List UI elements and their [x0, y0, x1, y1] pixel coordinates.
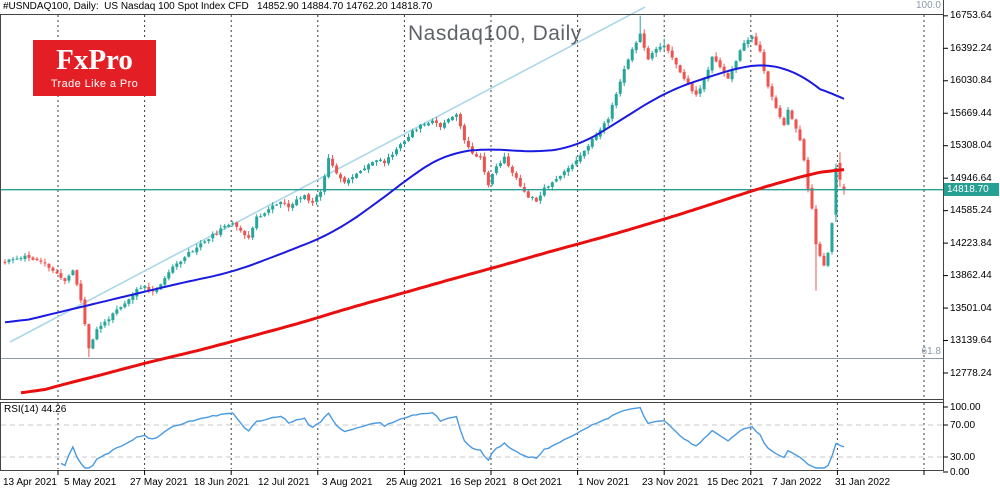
price-axis-label: 14223.84: [950, 237, 992, 249]
chart-watermark-title: Nasdaq100, Daily: [408, 22, 582, 45]
time-axis-label: 12 Jul 2021: [258, 477, 310, 488]
ma-fast-line: [4, 64, 845, 324]
ma-slow-line: [20, 168, 845, 395]
fxpro-logo-title: FxPro: [56, 44, 133, 76]
time-axis-label: 13 Apr 2021: [3, 477, 57, 488]
time-axis-label: 3 Aug 2021: [322, 477, 373, 488]
price-axis-label: 16392.24: [950, 42, 992, 54]
rsi-line: [60, 406, 845, 469]
time-axis-label: 5 May 2021: [64, 477, 117, 488]
rsi-axis-label: 100.00: [950, 401, 981, 413]
price-axis-label: 13501.04: [950, 302, 992, 314]
fxpro-logo: FxPro Trade Like a Pro: [33, 40, 156, 96]
time-axis-label: 18 Jun 2021: [194, 477, 250, 488]
time-axis-label: 25 Aug 2021: [386, 477, 443, 488]
symbol-quote-header: #USNDAQ100, Daily: US Nasdaq 100 Spot In…: [3, 1, 433, 12]
price-axis-label: 15669.44: [950, 107, 992, 119]
price-axis-label: 14946.64: [950, 172, 992, 184]
time-axis-label: 7 Jan 2022: [772, 477, 822, 488]
rsi-indicator-label: RSI(14) 44.26: [4, 404, 67, 415]
up-candles: [7, 15, 838, 350]
current-price-tag: 14818.70: [944, 183, 999, 197]
rsi-axis-label: 0.00: [950, 466, 970, 478]
time-axis-label: 8 Oct 2021: [513, 477, 562, 488]
time-axis-label: 15 Dec 2021: [707, 477, 764, 488]
rsi-axis-label: 70.00: [950, 419, 976, 431]
time-axis-label: 16 Sep 2021: [450, 477, 507, 488]
price-axis-label: 15308.04: [950, 140, 992, 152]
price-axis-label: 13862.44: [950, 270, 992, 282]
price-axis-label: 12778.24: [950, 367, 992, 379]
time-axis-label: 1 Nov 2021: [578, 477, 630, 488]
rsi-axis-label: 30.00: [950, 451, 976, 463]
time-axis-label: 27 May 2021: [130, 477, 188, 488]
time-axis-label: 23 Nov 2021: [642, 477, 699, 488]
price-axis-label: 14585.24: [950, 205, 992, 217]
time-axis-label: 31 Jan 2022: [835, 477, 891, 488]
fib-level-label-100: 100.0: [915, 0, 941, 11]
price-axis-label: 13139.64: [950, 335, 992, 347]
fxpro-logo-subtitle: Trade Like a Pro: [50, 78, 139, 90]
price-axis-label: 16030.84: [950, 75, 992, 87]
price-axis-label: 16753.64: [950, 10, 992, 22]
fib-level-label-618: 61.8: [921, 346, 941, 357]
